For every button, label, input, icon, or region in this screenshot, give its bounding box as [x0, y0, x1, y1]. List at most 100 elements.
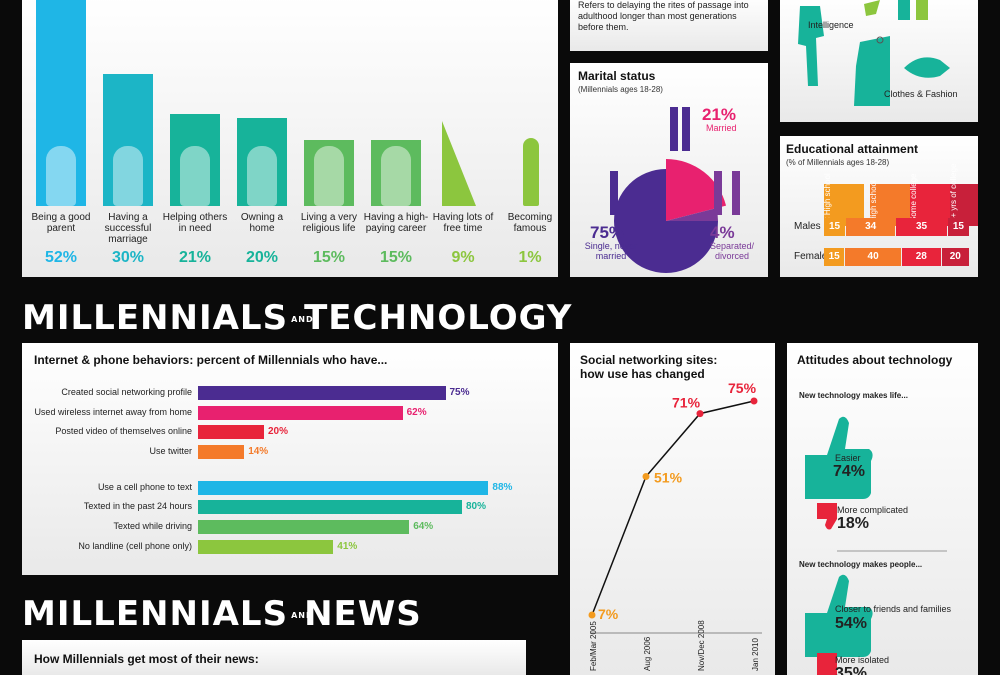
person-silhouette-icon	[247, 146, 277, 206]
person-icon	[732, 171, 740, 215]
priority-label: Helping others in need	[162, 212, 228, 234]
bar-value: 41%	[337, 541, 358, 552]
closer-pct: 54%	[835, 615, 868, 632]
bar	[198, 445, 245, 459]
education-header-text: Some college	[909, 173, 918, 222]
priority-value: 52%	[44, 249, 78, 266]
separated-label: Separated/ divorced	[709, 241, 755, 261]
bar-label: Texted in the past 24 hours	[83, 501, 192, 511]
point-label: 51%	[654, 470, 683, 486]
education-title: Educational attainment	[786, 142, 919, 156]
social-panel: Social networking sites: how use has cha…	[570, 343, 775, 675]
definition-panel: Refers to delaying the rites of passage …	[570, 0, 768, 51]
news-title: How Millennials get most of their news:	[34, 652, 259, 666]
point-label: 75%	[728, 380, 757, 396]
married-label: Married	[706, 123, 737, 133]
interests-panel: Intelligence Clothes & Fashion	[780, 0, 978, 122]
social-title: Social networking sites: how use has cha…	[580, 353, 718, 381]
priority-label: Having a successful marriage	[104, 212, 152, 245]
priority-bar	[103, 74, 153, 206]
priority-value: 15%	[312, 249, 346, 266]
x-tick-label: Nov/Dec 2008	[697, 620, 706, 671]
priority-label: Having a high-paying career	[363, 212, 429, 234]
pie-slice	[614, 169, 718, 273]
bar-value: 14%	[248, 446, 269, 457]
point-label: 71%	[672, 395, 701, 411]
bar	[198, 540, 334, 554]
marital-panel: Marital status (Millennials ages 18-28) …	[570, 63, 768, 277]
attitudes-panel: Attitudes about technology New technolog…	[787, 343, 978, 675]
person-silhouette-icon	[46, 146, 76, 206]
bar-value: 20%	[268, 426, 289, 437]
marital-title: Marital status	[578, 69, 656, 83]
fashion-silhouettes-icon	[798, 0, 950, 106]
education-header-text: < High school	[823, 173, 832, 222]
news-section-title: MILLENNIALS ANDNEWS	[22, 594, 422, 634]
thumbs-icons	[805, 416, 947, 675]
thumbs-down-icon	[817, 503, 837, 530]
bar	[198, 500, 462, 514]
education-subtitle: (% of Millennials ages 18-28)	[786, 158, 890, 167]
easier-pct: 74%	[833, 463, 866, 480]
bar-value: 62%	[406, 407, 427, 418]
x-tick-label: Feb/Mar 2005	[589, 621, 598, 671]
education-cell: 40	[845, 248, 901, 266]
priority-bar	[237, 118, 287, 206]
priority-label: Becoming famous	[507, 212, 553, 234]
separated-pct: 4%	[710, 223, 735, 242]
thumbs-down-icon	[817, 653, 837, 675]
education-panel: Educational attainment (% of Millennials…	[780, 136, 978, 277]
priority-bar	[170, 113, 220, 206]
bar	[198, 425, 264, 439]
bar	[198, 481, 489, 495]
single-pct: 75%	[590, 223, 625, 242]
priority-label: Being a good parent	[31, 212, 91, 234]
pie-slice	[666, 208, 718, 221]
bar	[198, 386, 446, 400]
easier-label: Easier	[835, 453, 861, 463]
education-cell: 15	[824, 218, 846, 236]
person-icon	[682, 107, 690, 151]
person-icon	[714, 171, 722, 215]
title-and: AND	[291, 314, 314, 324]
priority-value: 9%	[451, 249, 475, 266]
bar	[198, 520, 410, 534]
education-header-text: High school	[869, 180, 878, 222]
single-label: Single, never married	[584, 241, 638, 261]
person-icon	[670, 107, 678, 151]
education-cell: 34	[846, 218, 896, 236]
point-label: 7%	[598, 606, 619, 622]
bar-label: Use a cell phone to text	[97, 482, 192, 492]
title-right: NEWS	[304, 594, 422, 634]
married-pct: 21%	[702, 105, 737, 124]
education-cell: 35	[896, 218, 947, 236]
person-silhouette-icon	[180, 146, 210, 206]
technology-section-title: MILLENNIALS ANDTECHNOLOGY	[22, 298, 572, 338]
people-question: New technology makes people...	[799, 560, 923, 569]
thumbs-up-icon	[805, 574, 873, 657]
person-silhouette-icon	[314, 146, 344, 206]
bar-label: Texted while driving	[113, 521, 192, 531]
windsurfer-icon	[442, 121, 476, 206]
bar-label: Created social networking profile	[61, 387, 192, 397]
complicated-pct: 18%	[837, 515, 870, 532]
education-cell: 20	[941, 248, 969, 266]
education-header-text: 4+ yrs of college	[949, 163, 958, 222]
bar-value: 64%	[413, 521, 434, 532]
education-cell: 28	[901, 248, 941, 266]
attitudes-title: Attitudes about technology	[797, 353, 953, 367]
title-left: MILLENNIALS	[22, 298, 289, 338]
complicated-label: More complicated	[837, 505, 909, 515]
priority-value: 20%	[245, 249, 279, 266]
education-row-label: Males	[794, 221, 821, 232]
priority-label: Owning a home	[240, 212, 284, 234]
marital-pie-chart	[610, 107, 740, 273]
education-row-label: Females	[794, 251, 833, 262]
priority-bar	[371, 140, 421, 206]
series-line	[591, 400, 755, 616]
person-silhouette-icon	[381, 146, 411, 206]
person-icon	[610, 171, 618, 215]
title-right: TECHNOLOGY	[304, 298, 573, 338]
bar-label: Used wireless internet away from home	[34, 407, 192, 417]
clothes-label: Clothes & Fashion	[884, 89, 958, 99]
